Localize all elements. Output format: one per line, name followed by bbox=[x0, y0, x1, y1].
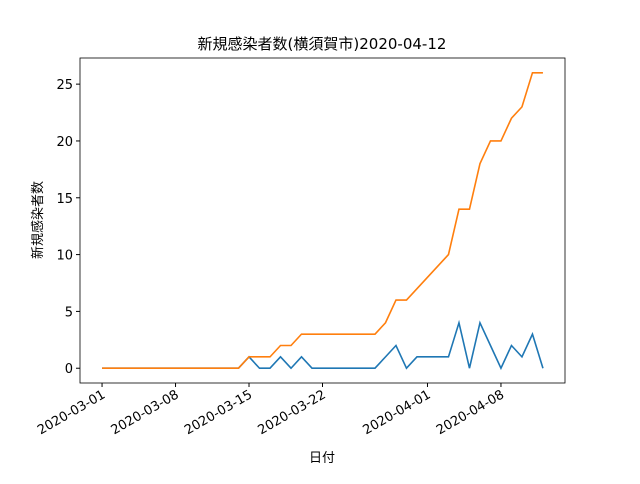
x-axis-label: 日付 bbox=[309, 451, 335, 466]
y-tick-label: 25 bbox=[56, 78, 73, 93]
x-tick-label: 2020-04-08 bbox=[434, 387, 507, 438]
line-series bbox=[102, 71, 543, 370]
x-tick-label: 2020-03-08 bbox=[109, 387, 182, 438]
x-tick-label: 2020-03-15 bbox=[182, 387, 255, 438]
y-tick-label: 5 bbox=[65, 305, 73, 320]
y-axis-label: 新規感染者数 bbox=[30, 181, 46, 259]
y-tick-label: 15 bbox=[56, 192, 73, 207]
x-tick-label: 2020-04-01 bbox=[361, 387, 434, 438]
x-tick-label: 2020-03-22 bbox=[256, 387, 329, 438]
y-tick-label: 0 bbox=[65, 362, 73, 377]
plot-frame bbox=[79, 57, 566, 384]
chart-title: 新規感染者数(横須賀市)2020-04-12 bbox=[198, 35, 447, 53]
x-tick-label: 2020-03-01 bbox=[35, 387, 108, 438]
y-tick-label: 10 bbox=[56, 249, 73, 264]
y-tick-label: 20 bbox=[56, 135, 73, 150]
line-series bbox=[102, 319, 544, 371]
